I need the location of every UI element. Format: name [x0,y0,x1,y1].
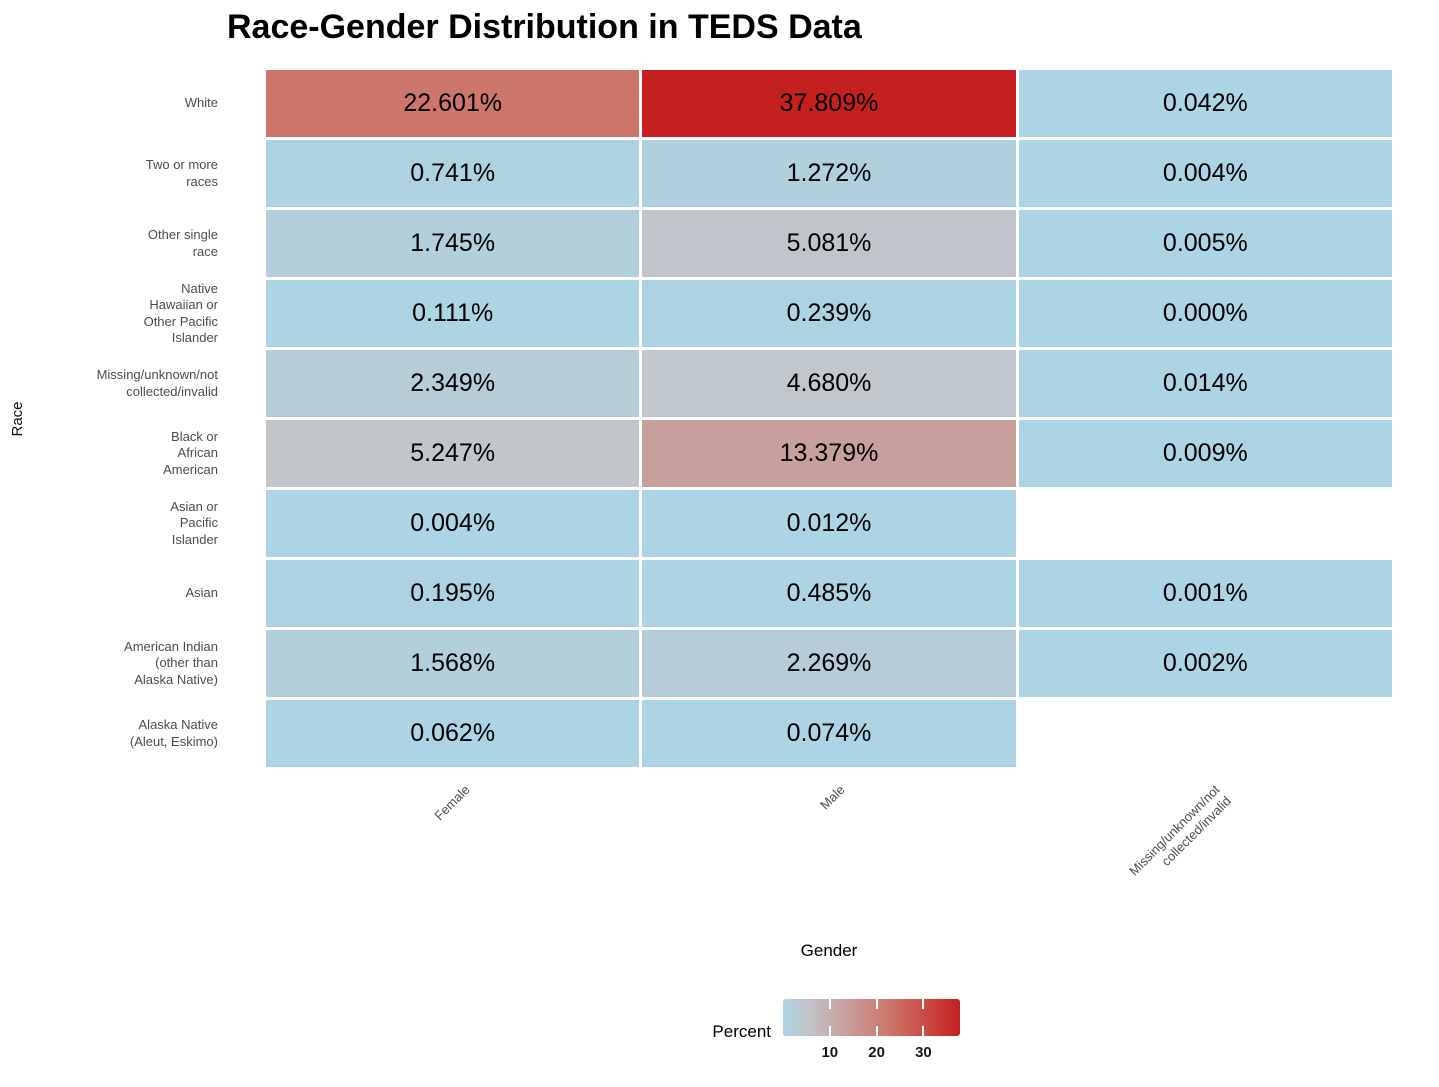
y-tick-label: Missing/unknown/not collected/invalid [96,367,218,399]
cell-value: 0.195% [410,579,496,607]
heatmap-cell: 37.809% [642,70,1016,137]
cell-value: 0.002% [1162,649,1248,677]
chart-title: Race-Gender Distribution in TEDS Data [227,8,862,46]
cell-value: 5.081% [786,229,872,257]
y-tick-label: American Indian (other than Alaska Native) [124,639,218,687]
heatmap-cell: 0.009% [1018,420,1392,487]
heatmap-cell: 4.680% [642,350,1016,417]
cell-value: 1.745% [410,229,496,257]
y-tick-label: Two or more races [145,157,218,189]
y-tick-label: Native Hawaiian or Other Pacific Islander [143,281,218,345]
cell-value: 0.014% [1162,369,1248,397]
legend-tick-mark [875,1026,878,1036]
heatmap-cell [1018,700,1392,767]
cell-value: 0.485% [786,579,872,607]
cell-value: 0.111% [412,299,494,327]
legend-tick-label: 10 [821,1044,839,1061]
heatmap-cell: 0.062% [266,700,640,767]
heatmap-cell: 5.247% [266,420,640,487]
heatmap-grid: 22.601% 37.809% 0.042% 0.741% 1.272% 0.004% 1.… [266,70,1392,767]
x-tick-label: Missing/unknown/not collected/invalid [1126,782,1235,879]
cell-value: 22.601% [403,89,503,117]
cell-value: 0.001% [1162,579,1248,607]
cell-value: 13.379% [779,439,879,467]
heatmap-cell: 1.568% [266,630,640,697]
cell-value: 4.680% [786,369,872,397]
heatmap-cell: 0.004% [1018,140,1392,207]
heatmap-cell: 0.239% [642,280,1016,347]
legend-tick-mark [828,999,831,1009]
y-tick-label: Alaska Native (Aleut, Eskimo) [129,717,218,749]
cell-value: 37.809% [779,89,879,117]
heatmap-cell: 0.014% [1018,350,1392,417]
cell-value: 0.000% [1162,299,1248,327]
heatmap-cell: 0.485% [642,560,1016,627]
cell-value: 0.062% [410,719,496,747]
heatmap-cell [1018,490,1392,557]
cell-value: 0.074% [786,719,872,747]
heatmap-cell: 0.074% [642,700,1016,767]
cell-value: 0.012% [786,509,872,537]
legend-gradient-bar [783,999,960,1036]
heatmap-cell: 2.349% [266,350,640,417]
heatmap-cell: 5.081% [642,210,1016,277]
heatmap-cell: 0.111% [266,280,640,347]
cell-value: 0.004% [1162,159,1248,187]
cell-value: 0.009% [1162,439,1248,467]
heatmap-cell: 2.269% [642,630,1016,697]
legend-tick-label: 30 [915,1044,932,1061]
legend-tick-mark [922,1026,925,1036]
legend-tick-mark [828,1026,831,1036]
y-axis-tick-labels: White Two or more races Other single race Nat… [28,70,218,767]
legend-tick-label: 20 [868,1044,885,1061]
cell-value: 2.349% [410,369,496,397]
cell-value: 0.741% [410,159,496,187]
legend-title: Percent [712,1022,771,1041]
legend-tick-mark [922,999,925,1009]
heatmap-cell: 0.000% [1018,280,1392,347]
heatmap-cell: 0.741% [266,140,640,207]
cell-value: 0.005% [1162,229,1248,257]
heatmap-cell: 0.004% [266,490,640,557]
y-tick-label: Other single race [147,227,218,259]
y-tick-label: White [184,95,218,111]
cell-value: 1.272% [786,159,872,187]
heatmap-cell: 0.002% [1018,630,1392,697]
heatmap-cell: 1.272% [642,140,1016,207]
cell-value: 1.568% [410,649,496,677]
legend-tick-mark [875,999,878,1009]
heatmap-cell: 0.042% [1018,70,1392,137]
cell-value: 5.247% [410,439,496,467]
cell-value: 0.239% [786,299,872,327]
x-axis-title: Gender [800,941,858,960]
y-tick-label: Asian or Pacific Islander [170,499,218,547]
heatmap-cell: 13.379% [642,420,1016,487]
heatmap-cell: 0.195% [266,560,640,627]
heatmap-cell: 0.001% [1018,560,1392,627]
heatmap-cell: 22.601% [266,70,640,137]
cell-value: 2.269% [786,649,872,677]
heatmap-cell: 1.745% [266,210,640,277]
y-tick-label: Black or African American [163,429,218,477]
heatmap-cell: 0.005% [1018,210,1392,277]
y-tick-label: Asian [185,585,218,601]
cell-value: 0.004% [410,509,496,537]
heatmap-cell: 0.012% [642,490,1016,557]
cell-value: 0.042% [1162,89,1248,117]
